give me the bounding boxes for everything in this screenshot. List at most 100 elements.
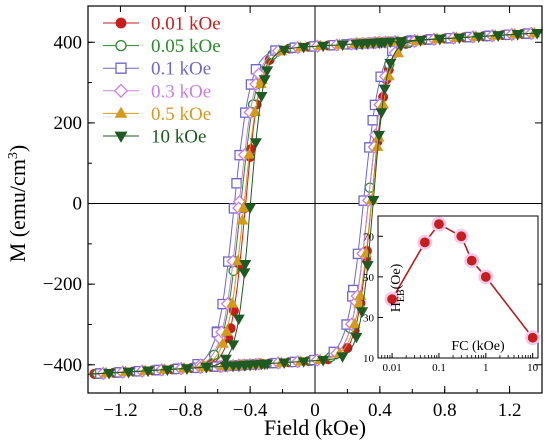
data-point — [378, 84, 391, 96]
data-point — [384, 37, 397, 49]
inset-x-tick-label: 1 — [483, 362, 489, 374]
inset-y-title-unit: (Oe) — [389, 263, 404, 289]
data-point — [350, 332, 363, 344]
data-point — [394, 41, 407, 52]
inset-x-tick-label: 0.1 — [432, 362, 446, 374]
legend-label: 0.05 kOe — [151, 36, 221, 57]
data-point — [220, 325, 233, 336]
data-point — [219, 361, 232, 373]
legend-label: 0.3 kOe — [151, 81, 211, 102]
legend-item-background — [97, 102, 239, 125]
data-point — [231, 178, 242, 189]
data-point — [373, 130, 386, 142]
data-point — [511, 30, 524, 41]
data-point — [180, 364, 193, 375]
inset-x-tick-label: 10 — [527, 362, 539, 374]
x-tick-label: −0.4 — [233, 400, 268, 421]
legend-item: 0.05 kOe — [97, 34, 239, 57]
inset-data-point — [466, 255, 477, 266]
legend-label: 0.1 kOe — [151, 59, 211, 80]
data-point — [353, 297, 366, 308]
data-point — [249, 138, 262, 149]
x-tick-label: −0.8 — [168, 400, 202, 421]
data-point — [261, 66, 274, 77]
y-tick-label: −200 — [43, 274, 82, 295]
data-point — [255, 91, 268, 103]
data-point — [243, 148, 256, 159]
inset-data-point — [434, 219, 444, 230]
legend-item: 10 kOe — [97, 125, 239, 148]
legend-marker — [115, 17, 127, 29]
legend-marker — [114, 106, 128, 118]
y-tick-label: −400 — [43, 355, 82, 376]
data-point — [336, 352, 349, 363]
data-point — [348, 317, 361, 329]
data-point — [317, 356, 330, 367]
data-point — [354, 289, 367, 300]
legend-item-background — [97, 34, 239, 57]
inset-y-tick-label: 10 — [363, 353, 375, 365]
y-tick-label: 400 — [54, 32, 83, 53]
x-tick-label: −1.2 — [103, 400, 137, 421]
data-point — [472, 32, 485, 43]
data-point — [433, 34, 446, 46]
data-point — [122, 367, 135, 379]
main-plot: −1.2 −0.8 −0.4 0 0.4 0.8 1.2 −400 −200 0 200 400 Fie… — [5, 5, 544, 440]
data-point — [356, 307, 369, 318]
data-point — [227, 340, 240, 351]
data-point — [367, 114, 378, 126]
y-axis-title-superscript: 3 — [6, 152, 21, 159]
data-point — [531, 28, 544, 40]
data-point — [261, 359, 274, 370]
inset-y-title-subscript: EB — [396, 289, 407, 302]
legend-label: 0.01 kOe — [151, 14, 221, 35]
inset-y-axis-title: HEB(Oe) — [389, 263, 407, 312]
data-point — [216, 337, 229, 348]
legend-item-background — [97, 79, 239, 102]
data-point — [375, 108, 388, 119]
inset-x-axis-title: FC (kOe) — [451, 339, 505, 354]
legend-item: 0.01 kOe — [97, 12, 239, 35]
data-point — [200, 363, 213, 374]
inset-y-tick-label: 70 — [363, 231, 375, 243]
inset-data-point — [387, 294, 398, 305]
y-tick-label: 0 — [73, 194, 83, 215]
inset-y-title-main: H — [389, 302, 404, 312]
data-point — [208, 349, 220, 361]
x-tick-label: 0.8 — [433, 400, 457, 421]
legend-item: 0.3 kOe — [97, 79, 239, 102]
inset-y-tick-label: 50 — [363, 272, 375, 284]
data-point — [258, 75, 271, 86]
data-point — [219, 354, 232, 366]
y-axis-title: M (emu/cm3) — [5, 145, 30, 263]
inset-plot: 0.01 0.1 1 10 10 30 50 70 FC (kOe) HEB(Oe) — [363, 215, 541, 374]
legend-item: 0.5 kOe — [97, 102, 239, 125]
x-tick-label: 0.4 — [368, 400, 392, 421]
legend-item-background — [97, 125, 239, 147]
data-point — [239, 259, 252, 271]
data-point — [453, 33, 466, 45]
legend-marker — [115, 62, 127, 74]
data-point — [238, 268, 251, 279]
data-point — [336, 40, 349, 51]
data-point — [384, 58, 397, 70]
inset-y-tick-label: 30 — [363, 312, 375, 324]
x-tick-label: 1.2 — [498, 400, 522, 421]
inset-x-tick-label: 0.01 — [382, 362, 401, 374]
data-point — [297, 42, 310, 54]
data-point — [382, 69, 395, 81]
data-point — [278, 45, 291, 57]
series-line-ascending — [87, 32, 543, 375]
data-point — [232, 314, 245, 326]
x-axis-title: Field (kOe) — [264, 415, 366, 440]
data-point — [226, 297, 239, 308]
data-point — [361, 261, 374, 272]
data-point — [142, 366, 154, 378]
data-point — [278, 358, 291, 369]
y-axis-title-main: M (emu/cm — [5, 159, 30, 262]
data-point — [249, 105, 261, 117]
data-point — [317, 41, 330, 53]
data-point — [244, 203, 257, 214]
